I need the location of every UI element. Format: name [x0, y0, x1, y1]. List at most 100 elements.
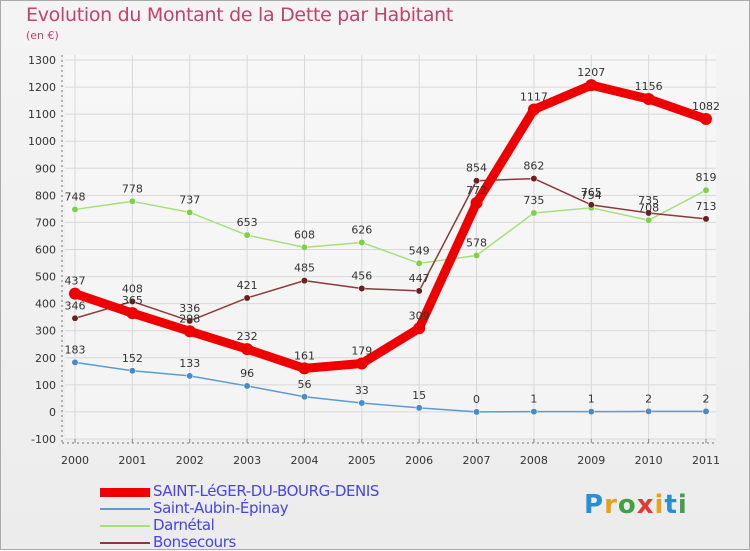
series-line-2 [74, 189, 707, 265]
data-point-3 [186, 317, 194, 325]
data-label-1: 183 [65, 343, 86, 356]
data-point-3 [473, 177, 480, 185]
y-tick-label: 700 [35, 216, 56, 229]
y-tick-label: 400 [35, 298, 56, 311]
data-point-2 [530, 209, 538, 217]
y-tick-label: 200 [35, 352, 56, 365]
data-label-3: 421 [237, 279, 258, 292]
data-point-3 [71, 314, 79, 322]
data-point-1 [702, 407, 710, 415]
data-label-2: 549 [409, 244, 430, 257]
data-label-1: 33 [355, 384, 369, 397]
data-label-2: 778 [122, 182, 143, 195]
y-tick-label: 1100 [28, 108, 56, 121]
data-point-0 [355, 357, 368, 370]
data-point-3 [415, 287, 423, 295]
logo-letter: o [617, 490, 637, 520]
y-tick-label: 100 [35, 379, 56, 392]
data-label-2: 608 [294, 228, 315, 241]
data-label-0: 437 [65, 275, 86, 288]
data-point-2 [358, 239, 366, 246]
legend-label: Bonsecours [153, 533, 236, 551]
data-label-1: 152 [122, 352, 143, 365]
x-tick-label: 2003 [233, 454, 261, 467]
data-point-0 [585, 79, 598, 92]
y-tick-label: 600 [35, 244, 56, 257]
logo-letter: t [664, 490, 678, 520]
data-point-2 [186, 208, 194, 216]
data-label-2: 819 [696, 171, 717, 184]
data-label-3: 408 [122, 282, 143, 295]
y-tick-label: 800 [35, 189, 56, 202]
data-label-3: 854 [466, 162, 487, 175]
data-label-3: 336 [179, 302, 200, 315]
x-tick-label: 2006 [405, 454, 433, 467]
data-label-1: 2 [645, 392, 652, 405]
data-point-3 [587, 201, 595, 209]
x-tick-label: 2004 [290, 454, 318, 467]
x-tick-label: 2007 [463, 454, 491, 467]
data-point-2 [645, 216, 653, 224]
data-point-3 [645, 209, 653, 217]
data-point-0 [700, 113, 712, 126]
data-label-3: 485 [294, 262, 315, 275]
data-point-1 [587, 408, 595, 416]
data-point-1 [301, 393, 308, 401]
y-tick-label: 500 [35, 271, 56, 284]
y-tick-label: 900 [35, 162, 56, 175]
series-line-0 [70, 80, 711, 373]
data-label-2: 653 [237, 216, 258, 229]
x-tick-label: 2002 [176, 454, 204, 467]
data-point-1 [186, 372, 194, 380]
data-point-2 [128, 197, 136, 205]
data-label-1: 2 [703, 392, 710, 405]
data-label-1: 0 [473, 393, 480, 406]
data-point-3 [243, 294, 251, 302]
data-label-2: 754 [581, 189, 602, 202]
data-label-0: 1082 [692, 100, 720, 113]
y-tick-label: 1200 [28, 81, 56, 94]
data-point-2 [301, 243, 308, 251]
data-label-3: 346 [65, 299, 86, 312]
data-label-0: 1207 [577, 66, 605, 79]
data-label-0: 309 [409, 309, 430, 322]
x-tick-label: 2008 [520, 454, 548, 467]
data-label-0: 161 [294, 349, 315, 362]
data-label-3: 735 [638, 194, 659, 207]
data-point-0 [470, 196, 483, 209]
data-point-0 [241, 343, 254, 356]
data-point-3 [702, 215, 710, 223]
data-label-3: 862 [523, 160, 544, 173]
data-point-2 [243, 231, 251, 239]
data-point-1 [530, 408, 538, 416]
legend-swatch [100, 525, 150, 527]
data-point-0 [413, 322, 426, 335]
data-point-3 [128, 298, 136, 305]
y-tick-label: 300 [35, 325, 56, 338]
data-point-2 [702, 186, 710, 194]
data-point-2 [71, 205, 79, 213]
data-point-0 [183, 325, 196, 338]
legend-swatch [100, 487, 150, 497]
x-tick-label: 2000 [61, 454, 89, 467]
series-line-3 [74, 177, 707, 322]
data-point-1 [128, 367, 136, 375]
chart-title: Evolution du Montant de la Dette par Hab… [26, 4, 454, 26]
data-label-2: 578 [466, 236, 487, 249]
data-point-1 [473, 408, 480, 416]
data-label-0: 1156 [635, 80, 663, 93]
y-tick-label: 1300 [28, 54, 56, 67]
data-point-0 [298, 362, 311, 375]
proxiti-logo: Proxiti [584, 490, 688, 520]
x-tick-label: 2005 [348, 454, 376, 467]
data-point-0 [126, 307, 139, 320]
data-label-3: 456 [351, 269, 372, 282]
data-label-0: 365 [122, 294, 143, 307]
legend-swatch [100, 542, 150, 544]
y-tick-label: 0 [49, 406, 56, 419]
data-point-0 [527, 103, 540, 116]
data-point-0 [69, 287, 81, 300]
data-label-1: 1 [588, 393, 595, 406]
data-point-1 [358, 399, 366, 407]
data-point-3 [530, 175, 538, 183]
